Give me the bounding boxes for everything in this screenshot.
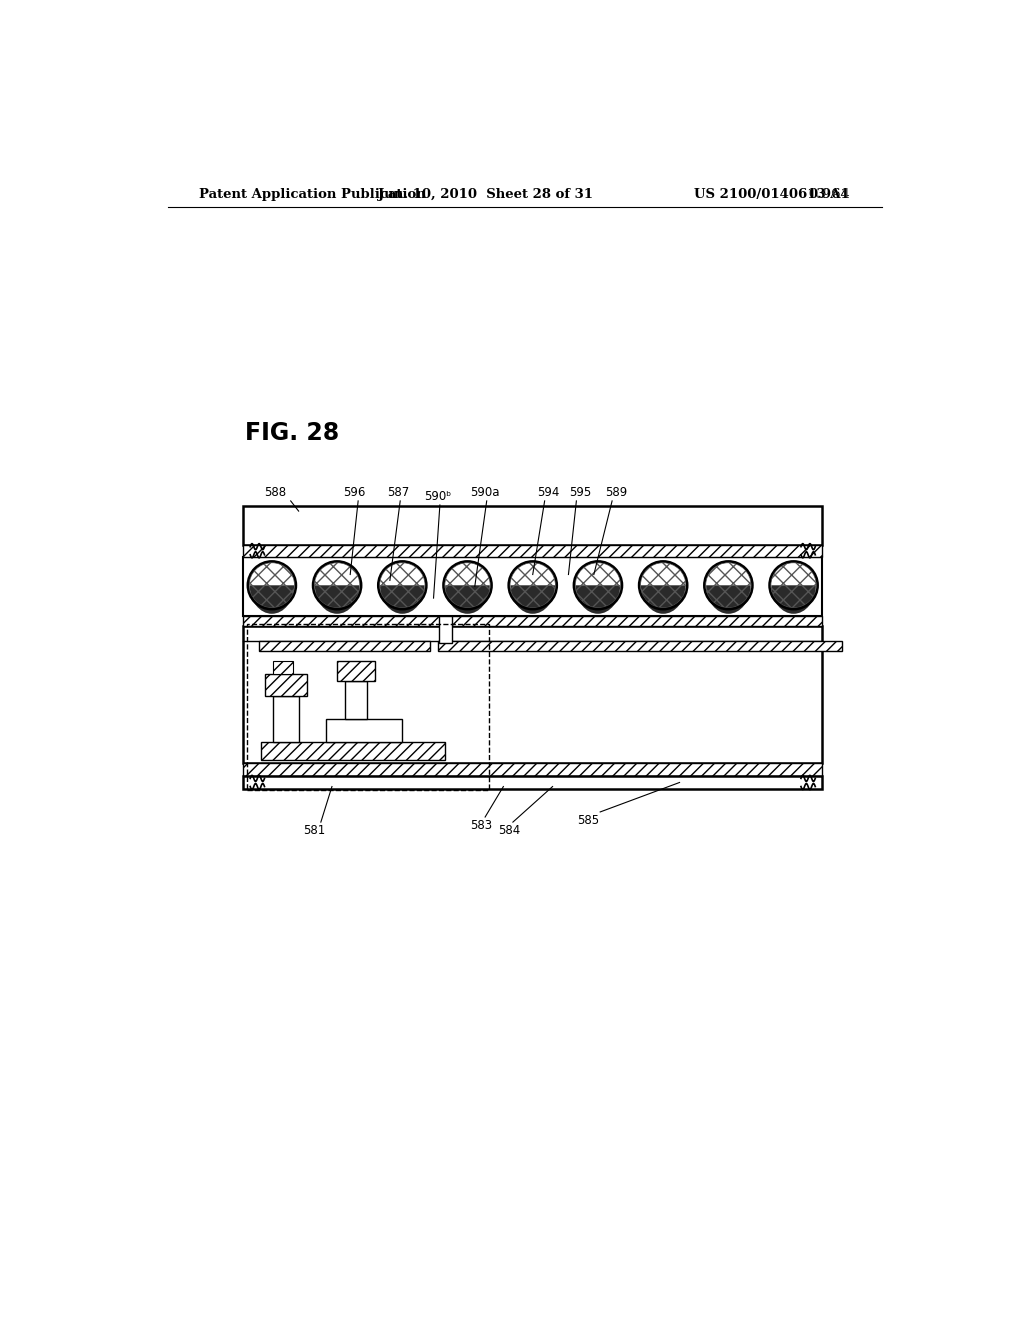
Text: Jun. 10, 2010  Sheet 28 of 31: Jun. 10, 2010 Sheet 28 of 31 — [378, 189, 593, 202]
Text: FIG. 28: FIG. 28 — [246, 421, 340, 445]
Bar — [439, 615, 452, 643]
Wedge shape — [641, 585, 685, 614]
Ellipse shape — [509, 561, 557, 610]
Wedge shape — [380, 585, 425, 614]
Ellipse shape — [443, 561, 492, 610]
Ellipse shape — [378, 561, 426, 610]
Text: 583: 583 — [470, 818, 493, 832]
Wedge shape — [314, 585, 359, 614]
Text: 584: 584 — [498, 824, 520, 837]
Text: 0.964: 0.964 — [809, 189, 850, 202]
Bar — [243, 626, 822, 763]
Wedge shape — [511, 585, 555, 614]
Text: 594: 594 — [538, 486, 560, 499]
Bar — [243, 506, 822, 545]
Ellipse shape — [573, 561, 622, 610]
Text: 590ᵇ: 590ᵇ — [424, 490, 452, 503]
Bar — [327, 719, 401, 742]
Text: 589: 589 — [605, 486, 627, 499]
Wedge shape — [707, 585, 751, 614]
Wedge shape — [250, 585, 294, 614]
Text: 587: 587 — [387, 486, 409, 499]
Text: 581: 581 — [303, 824, 326, 837]
Ellipse shape — [313, 561, 361, 610]
Bar — [260, 742, 445, 760]
Text: 596: 596 — [343, 486, 366, 499]
Text: 595: 595 — [569, 486, 592, 499]
Bar — [247, 624, 489, 789]
Text: 588: 588 — [264, 486, 286, 499]
Text: US 2100/0140613 A1: US 2100/0140613 A1 — [694, 189, 850, 202]
Ellipse shape — [248, 561, 296, 610]
Bar — [437, 642, 842, 651]
Text: US 2100/0140613 A1: US 2100/0140613 A1 — [694, 189, 850, 202]
Bar — [273, 696, 299, 742]
Bar — [259, 642, 430, 651]
Text: Patent Application Publication: Patent Application Publication — [200, 189, 426, 202]
Bar — [337, 660, 375, 681]
Ellipse shape — [639, 561, 687, 610]
Text: 585: 585 — [578, 814, 599, 826]
Wedge shape — [575, 585, 621, 614]
Bar — [243, 776, 822, 788]
Text: 590a: 590a — [470, 486, 500, 499]
Ellipse shape — [769, 561, 818, 610]
Ellipse shape — [705, 561, 753, 610]
Bar — [243, 557, 822, 615]
Bar — [243, 615, 822, 626]
Bar — [345, 681, 367, 719]
Bar — [243, 545, 822, 557]
Wedge shape — [445, 585, 489, 614]
Bar — [273, 660, 293, 673]
Wedge shape — [771, 585, 816, 614]
Bar — [265, 673, 306, 696]
Bar — [243, 763, 822, 776]
